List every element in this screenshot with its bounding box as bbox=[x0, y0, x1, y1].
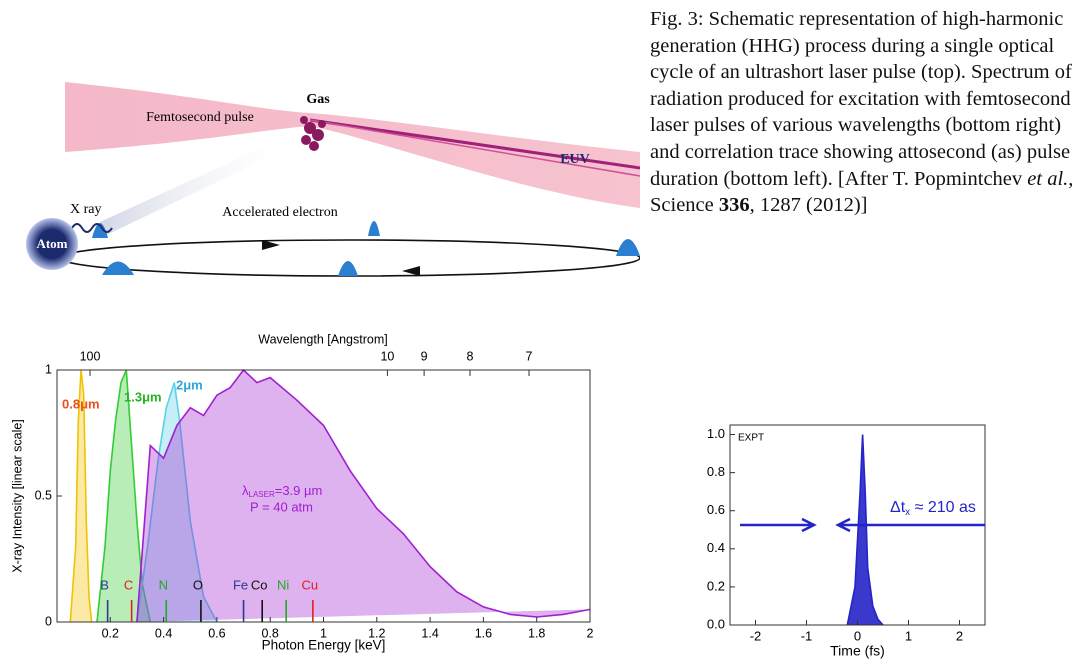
spectrum-area bbox=[96, 369, 152, 623]
y-tick-label: 0.0 bbox=[707, 616, 725, 631]
arrow bbox=[740, 517, 817, 533]
xray-wave bbox=[71, 223, 113, 233]
x-tick-label: 1.2 bbox=[368, 626, 385, 640]
y-tick-label: 0.6 bbox=[707, 502, 725, 517]
caption-text: , 1287 (2012)] bbox=[749, 194, 868, 217]
caption-text: Fig. 3: Schematic representation of high… bbox=[650, 8, 1072, 190]
spectrum-area bbox=[69, 369, 93, 623]
gas-cloud bbox=[300, 116, 326, 151]
caption-text: et al. bbox=[1027, 167, 1069, 190]
element-label: C bbox=[124, 577, 133, 592]
y-tick-label: 1.0 bbox=[707, 426, 725, 441]
top-tick-label: 10 bbox=[380, 349, 394, 363]
euv-beam bbox=[309, 118, 640, 170]
figure: Femtosecond pulse Gas EUV X ray Accelera… bbox=[10, 82, 640, 653]
diagram-label: Femtosecond pulse bbox=[146, 110, 254, 125]
top-axis-label: Wavelength [Angstrom] bbox=[258, 332, 387, 346]
euv-beam bbox=[309, 119, 640, 177]
diagram-label: Accelerated electron bbox=[222, 205, 337, 220]
laser-beam bbox=[65, 82, 640, 208]
atom bbox=[26, 218, 78, 270]
caption-text: 336 bbox=[718, 194, 750, 217]
x-axis-label: Photon Energy [keV] bbox=[262, 638, 386, 653]
arrow bbox=[835, 517, 985, 533]
spectrum-area bbox=[136, 382, 218, 623]
legend-label: 2μm bbox=[176, 377, 203, 392]
y-tick-label: 0.4 bbox=[707, 540, 725, 555]
panel-label: EXPT bbox=[738, 433, 764, 444]
y-tick-label: 0.8 bbox=[707, 464, 725, 479]
y-tick-label: 0.5 bbox=[35, 488, 52, 502]
element-label: Ni bbox=[277, 577, 289, 592]
annotation-part: =3.9 µm bbox=[275, 483, 323, 498]
x-tick-label: 2 bbox=[587, 626, 594, 640]
diagram-label: EUV bbox=[560, 152, 590, 167]
y-tick-label: 0.2 bbox=[707, 578, 725, 593]
caption: Fig. 3: Schematic representation of high… bbox=[650, 6, 1082, 219]
element-label: O bbox=[193, 577, 203, 592]
spectrum-area bbox=[846, 434, 884, 626]
x-tick-label: -1 bbox=[801, 628, 813, 643]
element-label: Cu bbox=[302, 577, 319, 592]
arrow bbox=[262, 240, 280, 250]
hhg-diagram bbox=[26, 82, 640, 277]
x-tick-label: 1.6 bbox=[475, 626, 492, 640]
diagram-label: Gas bbox=[306, 92, 330, 107]
annotation-part: Δt bbox=[890, 499, 906, 516]
x-tick-label: 0 bbox=[854, 628, 861, 643]
element-label: Co bbox=[251, 577, 268, 592]
annotation: P = 40 atm bbox=[250, 499, 313, 514]
diagram-label: Atom bbox=[36, 236, 67, 251]
annotation-part: ≈ 210 as bbox=[910, 499, 976, 516]
top-tick-label: 9 bbox=[421, 349, 428, 363]
x-tick-label: 1 bbox=[905, 628, 912, 643]
element-label: N bbox=[159, 577, 168, 592]
x-tick-label: 0.4 bbox=[155, 626, 172, 640]
element-label: B bbox=[100, 577, 109, 592]
x-tick-label: 1.8 bbox=[528, 626, 545, 640]
x-tick-label: 0.2 bbox=[102, 626, 119, 640]
annotation-part: x bbox=[905, 507, 910, 518]
top-tick-label: 100 bbox=[80, 349, 101, 363]
legend-label: 1.3μm bbox=[124, 389, 162, 404]
spectrum-area bbox=[136, 368, 591, 623]
trace-chart: -2 -1 0 1 2 0.0 0.2 0.4 0.6 0.8 1.0 Time (fs) EXPT Δt… bbox=[707, 424, 986, 659]
diagram-label: X ray bbox=[70, 202, 102, 217]
pulses bbox=[92, 221, 640, 276]
y-tick-label: 0 bbox=[45, 614, 52, 628]
x-tick-label: 0.6 bbox=[208, 626, 225, 640]
y-axis-label: X-ray Intensity [linear scale] bbox=[10, 419, 24, 573]
caption-text: , Science bbox=[650, 167, 1074, 217]
x-tick-label: -2 bbox=[750, 628, 762, 643]
x-tick-label: 1 bbox=[320, 626, 327, 640]
xray-cone bbox=[100, 130, 305, 238]
element-label: Fe bbox=[233, 577, 248, 592]
x-axis-label: Time (fs) bbox=[830, 643, 885, 659]
annotation: λLASER=3.9 µm bbox=[242, 483, 322, 499]
arrow bbox=[402, 266, 420, 276]
y-tick-label: 1 bbox=[45, 362, 52, 376]
top-tick-label: 7 bbox=[526, 349, 533, 363]
annotation-part: λ bbox=[242, 483, 249, 498]
x-tick-label: 2 bbox=[956, 628, 963, 643]
annotation-part: LASER bbox=[249, 490, 275, 499]
annotation: Δtx ≈ 210 as bbox=[890, 499, 976, 517]
x-tick-label: 1.4 bbox=[421, 626, 438, 640]
legend-label: 0.8μm bbox=[62, 396, 100, 411]
top-tick-label: 8 bbox=[467, 349, 474, 363]
x-tick-label: 0.8 bbox=[262, 626, 279, 640]
